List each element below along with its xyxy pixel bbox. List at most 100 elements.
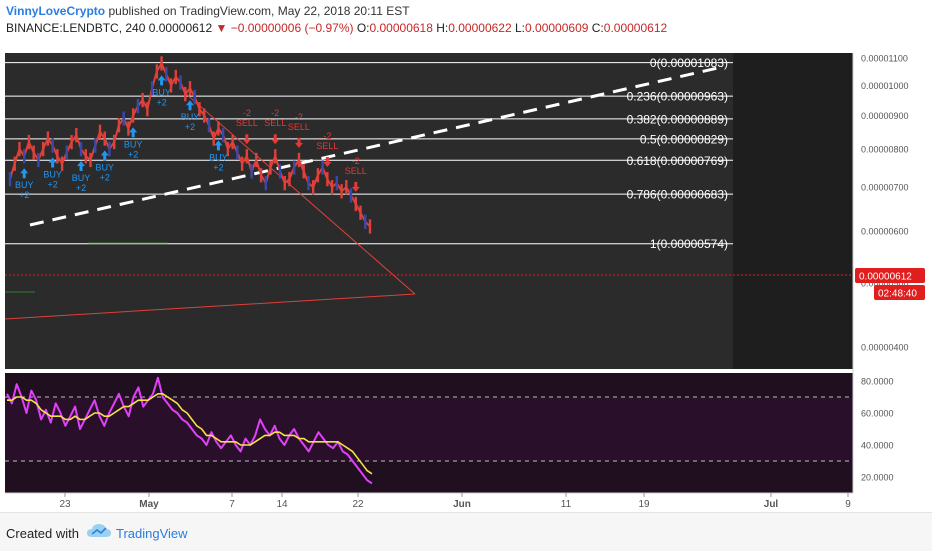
signal-sub: +2 [100, 172, 110, 182]
author-name[interactable]: VinnyLoveCrypto [6, 4, 106, 18]
price-tick-label: 0.00000900 [861, 111, 909, 121]
symbol-label: BINANCE:LENDBTC, 240 [6, 21, 146, 35]
sell-signal: SELL-2 [316, 131, 338, 168]
price-series[interactable] [8, 56, 372, 234]
signal-sub: -2 [271, 108, 279, 118]
rsi-axis[interactable]: 80.0000 60.0000 40.0000 20.0000 [861, 377, 894, 483]
buy-signal: BUY+2 [95, 150, 114, 182]
signal-sub: -2 [352, 156, 360, 166]
sell-signal: SELL-2 [345, 156, 367, 192]
buy-arrow-icon [77, 160, 86, 171]
down-arrow-icon: ▼ [215, 21, 228, 35]
fib-level-label: 0.5(0.00000829) [640, 132, 728, 146]
last-price: 0.00000612 [148, 21, 213, 35]
open-label: O: [356, 21, 370, 35]
close-value: 0.00000612 [603, 21, 668, 35]
close-label: C: [591, 21, 604, 35]
price-change: −0.00000006 (−0.97%) [230, 21, 354, 35]
signal-sub: +2 [128, 149, 138, 159]
fib-level-label: 0.786(0.00000683) [627, 188, 728, 202]
price-tick-label: 0.00000600 [861, 227, 909, 237]
signal-sub: +2 [47, 179, 57, 189]
signal-text: SELL [316, 141, 338, 151]
footer: Created with TradingView [0, 512, 932, 551]
price-tick-label: 0.00001100 [861, 54, 908, 64]
rsi-signal-line [7, 393, 373, 475]
time-tick-label: 23 [59, 499, 71, 510]
ascending-trendline[interactable] [4, 293, 416, 320]
signal-text: BUY [95, 162, 114, 172]
publish-line: VinnyLoveCrypto published on TradingView… [6, 4, 410, 18]
signal-text: BUY [43, 169, 62, 179]
dashed-trendline[interactable] [29, 65, 723, 227]
rsi-series[interactable] [5, 376, 853, 485]
signal-text: SELL [264, 118, 286, 128]
signal-sub: -2 [243, 108, 251, 118]
signal-text: BUY [152, 87, 171, 97]
current-price-tag: 0.00000612 [859, 272, 912, 283]
rsi-tick-label: 60.0000 [861, 409, 894, 419]
signal-sub: -2 [323, 131, 331, 141]
time-tick-label: 22 [352, 499, 364, 510]
fib-level-label: 0.382(0.00000889) [627, 112, 728, 126]
time-tick-label: 19 [638, 499, 650, 510]
low-label: L: [515, 21, 526, 35]
price-pane-future [733, 53, 853, 369]
publish-info: published on TradingView.com, May 22, 20… [108, 4, 410, 18]
buy-arrow-icon [157, 75, 166, 86]
trend-lines[interactable] [4, 92, 416, 320]
signal-text: BUY [72, 173, 91, 183]
symbol-line: BINANCE:LENDBTC, 240 0.00000612 ▼ −0.000… [6, 21, 667, 35]
buy-signal: BUY+2 [181, 100, 199, 132]
sell-arrow-icon [294, 137, 303, 148]
buy-arrow-icon [100, 150, 109, 161]
time-axis[interactable]: 23 May 7 14 22 Jun 11 19 Jul 9 [59, 493, 851, 510]
rsi-tick-label: 20.0000 [861, 473, 894, 483]
buy-signal: BUY+2 [72, 160, 91, 193]
high-label: H: [436, 21, 449, 35]
price-axis[interactable]: 0.00001100 0.00001000 0.00000900 0.00000800… [861, 54, 909, 353]
chart-canvas[interactable]: 0(0.00001083) 0.236(0.00000963) 0.382(0.00… [0, 40, 932, 512]
buy-signal: BUY+2 [209, 140, 228, 172]
sell-arrow-icon [351, 181, 360, 192]
signal-sub: +2 [156, 97, 166, 107]
buy-signal: BUY+2 [15, 168, 34, 200]
price-tick-label: 0.00000700 [861, 183, 909, 193]
price-tick-label: 0.00000400 [861, 342, 909, 352]
signal-text: BUY [209, 152, 228, 162]
tradingview-brand[interactable]: TradingView [116, 526, 188, 541]
price-pane[interactable] [5, 53, 733, 369]
fib-level-label: 0(0.00001083) [650, 56, 728, 70]
time-tick-label: Jul [764, 499, 779, 510]
signal-text: BUY [15, 180, 34, 190]
rsi-tick-label: 40.0000 [861, 441, 894, 451]
fib-level-label: 0.236(0.00000963) [627, 90, 728, 104]
rsi-band [5, 397, 853, 461]
signal-sub: +2 [185, 122, 195, 132]
current-price-badge: 0.00000612 02:48:40 [855, 268, 925, 300]
signal-sub: +2 [76, 183, 86, 193]
sell-signal: SELL-2 [288, 112, 310, 148]
rsi-tick-label: 80.0000 [861, 377, 894, 387]
sell-arrow-icon [271, 134, 280, 145]
time-tick-label: 14 [276, 499, 288, 510]
signal-sub: +2 [19, 190, 29, 200]
buy-arrow-icon [20, 168, 29, 179]
signal-text: SELL [236, 118, 258, 128]
time-tick-label: May [139, 499, 159, 510]
sell-arrow-icon [242, 134, 251, 145]
fib-level-label: 1(0.00000574) [650, 237, 728, 251]
buy-arrow-icon [48, 157, 57, 168]
fib-retracement[interactable]: 0(0.00001083) 0.236(0.00000963) 0.382(0.00… [5, 56, 733, 251]
countdown-tag: 02:48:40 [878, 289, 917, 300]
price-tick-label: 0.00000500 [861, 279, 909, 289]
price-tick-label: 0.00001000 [861, 81, 909, 91]
open-value: 0.00000618 [369, 21, 433, 35]
descending-trendline[interactable] [184, 92, 416, 295]
high-value: 0.00000622 [448, 21, 512, 35]
signal-text: SELL [345, 166, 367, 176]
rsi-line [6, 376, 373, 485]
created-with-text: Created with [6, 526, 79, 541]
tradingview-cloud-icon [87, 524, 111, 537]
buy-signal: BUY+2 [43, 157, 62, 189]
